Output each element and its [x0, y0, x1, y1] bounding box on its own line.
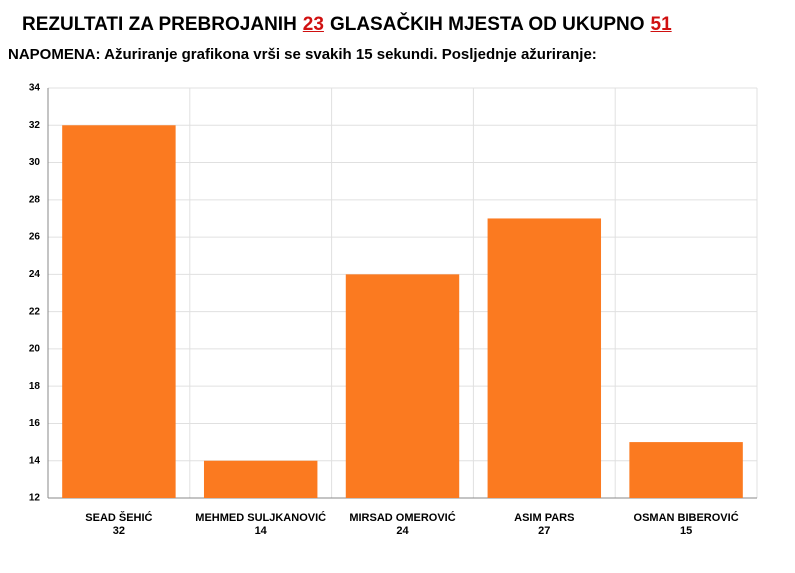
- value-label: 14: [255, 525, 268, 537]
- y-tick-label: 20: [29, 344, 41, 355]
- y-tick-label: 24: [29, 269, 41, 280]
- value-label: 32: [113, 525, 125, 537]
- bar: [487, 218, 602, 499]
- total: 51: [650, 14, 672, 35]
- note: NAPOMENA: Ažuriranje grafikona vrši se s…: [8, 46, 597, 63]
- counted: 23: [302, 14, 324, 35]
- y-tick-label: 12: [29, 493, 41, 504]
- y-tick-label: 18: [29, 381, 41, 392]
- bar: [62, 125, 176, 498]
- bar: [629, 442, 743, 498]
- bar: [203, 460, 318, 498]
- y-tick-label: 28: [29, 194, 41, 205]
- value-label: 27: [538, 525, 550, 537]
- title-prefix: REZULTATI ZA PREBROJANIH: [22, 14, 297, 35]
- y-tick-label: 32: [29, 120, 41, 131]
- y-tick-label: 30: [29, 157, 41, 168]
- value-label: 15: [680, 525, 692, 537]
- value-label: 24: [396, 525, 409, 537]
- x-tick-label: ASIM PARS: [514, 512, 574, 524]
- x-tick-label: MEHMED SULJKANOVIĆ: [195, 511, 326, 524]
- y-tick-label: 26: [29, 232, 41, 243]
- x-tick-label: MIRSAD OMEROVIĆ: [349, 511, 455, 524]
- y-tick-label: 14: [29, 455, 41, 466]
- title: REZULTATI ZA PREBROJANIH 23 GLASAČKIH MJES…: [22, 14, 678, 36]
- y-tick-label: 34: [29, 83, 41, 94]
- bar: [345, 274, 460, 498]
- y-tick-label: 16: [29, 418, 41, 429]
- x-tick-label: SEAD ŠEHIĆ: [85, 511, 152, 524]
- y-tick-label: 22: [29, 306, 41, 317]
- x-tick-label: OSMAN BIBEROVIĆ: [634, 511, 739, 524]
- title-middle: GLASAČKIH MJESTA OD UKUPNO: [329, 14, 645, 35]
